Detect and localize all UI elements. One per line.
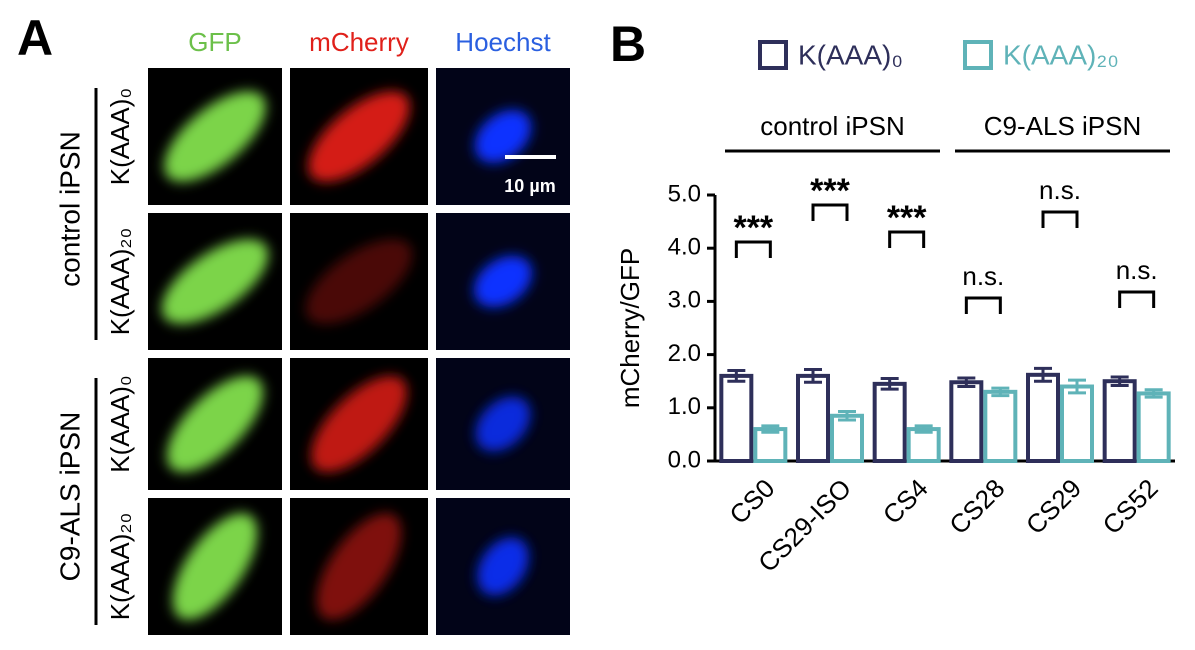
y-tick-label: 3.0 xyxy=(668,287,701,314)
error-bar xyxy=(1110,375,1129,387)
y-axis-label: mCherry/GFP xyxy=(615,248,645,408)
cell xyxy=(316,513,402,620)
group-label: C9-ALS iPSN xyxy=(54,412,85,582)
cell xyxy=(161,239,269,324)
error-bar xyxy=(1144,388,1163,399)
error-bar xyxy=(1034,366,1052,383)
legend-label: K(AAA)₀ xyxy=(798,39,903,70)
significance-label: *** xyxy=(810,172,850,210)
error-bar xyxy=(957,376,976,389)
row-label: K(AAA)₂₀ xyxy=(105,228,135,336)
cell xyxy=(305,239,413,324)
bar xyxy=(796,373,830,464)
error-bar xyxy=(914,424,933,434)
legend-swatch xyxy=(963,40,993,70)
bar xyxy=(830,413,864,463)
bar xyxy=(1102,379,1137,464)
column-label: Hoechst xyxy=(455,27,551,57)
y-tick-label: 5.0 xyxy=(668,180,701,207)
significance-label: n.s. xyxy=(1116,255,1158,285)
error-bar xyxy=(1068,378,1086,395)
scale-bar-label: 10 µm xyxy=(504,176,555,196)
significance-bracket xyxy=(734,240,772,258)
row-label: K(AAA)₀ xyxy=(105,88,135,185)
significance-label: *** xyxy=(733,209,773,247)
cell xyxy=(308,91,410,182)
legend-label: K(AAA)₂₀ xyxy=(1003,39,1119,70)
group-label: control iPSN xyxy=(54,131,85,287)
x-tick-label: CS0 xyxy=(723,473,780,530)
bar xyxy=(949,380,984,464)
significance-bracket xyxy=(888,230,926,248)
row-label: K(AAA)₂₀ xyxy=(105,513,135,621)
bar xyxy=(1060,384,1094,463)
significance-bracket xyxy=(964,296,1002,314)
error-bar xyxy=(991,386,1010,398)
bar xyxy=(719,373,754,464)
column-label: mCherry xyxy=(309,27,409,57)
error-bar xyxy=(838,410,856,422)
significance-label: *** xyxy=(887,199,927,237)
cell xyxy=(310,375,408,473)
column-label: GFP xyxy=(188,27,241,57)
cell xyxy=(475,396,531,452)
panel-label: B xyxy=(610,16,646,72)
x-tick-label: CS28 xyxy=(943,473,1010,540)
cell xyxy=(172,513,258,620)
legend-swatch xyxy=(758,40,788,70)
cell xyxy=(477,537,529,596)
cell xyxy=(164,91,266,182)
bar xyxy=(753,427,788,463)
significance-bracket xyxy=(1118,290,1156,308)
bar xyxy=(1136,391,1171,464)
bar xyxy=(983,389,1018,463)
y-tick-label: 0.0 xyxy=(668,446,701,473)
bar xyxy=(906,427,941,463)
y-tick-label: 4.0 xyxy=(668,234,701,261)
x-tick-label: CS52 xyxy=(1097,473,1164,540)
cell xyxy=(474,109,532,164)
x-tick-label: CS4 xyxy=(877,473,934,530)
error-bar xyxy=(761,424,780,434)
error-bar xyxy=(804,367,822,384)
y-tick-label: 2.0 xyxy=(668,340,701,367)
cell xyxy=(473,255,533,308)
significance-bracket xyxy=(1041,210,1079,228)
significance-label: n.s. xyxy=(1039,175,1081,205)
group-label: C9-ALS iPSN xyxy=(984,111,1142,141)
significance-bracket xyxy=(811,203,849,221)
significance-label: n.s. xyxy=(962,261,1004,291)
bar xyxy=(1026,372,1060,464)
error-bar xyxy=(727,369,746,383)
y-tick-label: 1.0 xyxy=(668,393,701,420)
row-label: K(AAA)₀ xyxy=(105,375,135,472)
x-tick-label: CS29 xyxy=(1020,473,1087,540)
cell xyxy=(166,375,264,473)
bar xyxy=(872,381,907,463)
group-label: control iPSN xyxy=(760,111,905,141)
panel-label: A xyxy=(17,10,53,66)
error-bar xyxy=(880,377,899,391)
